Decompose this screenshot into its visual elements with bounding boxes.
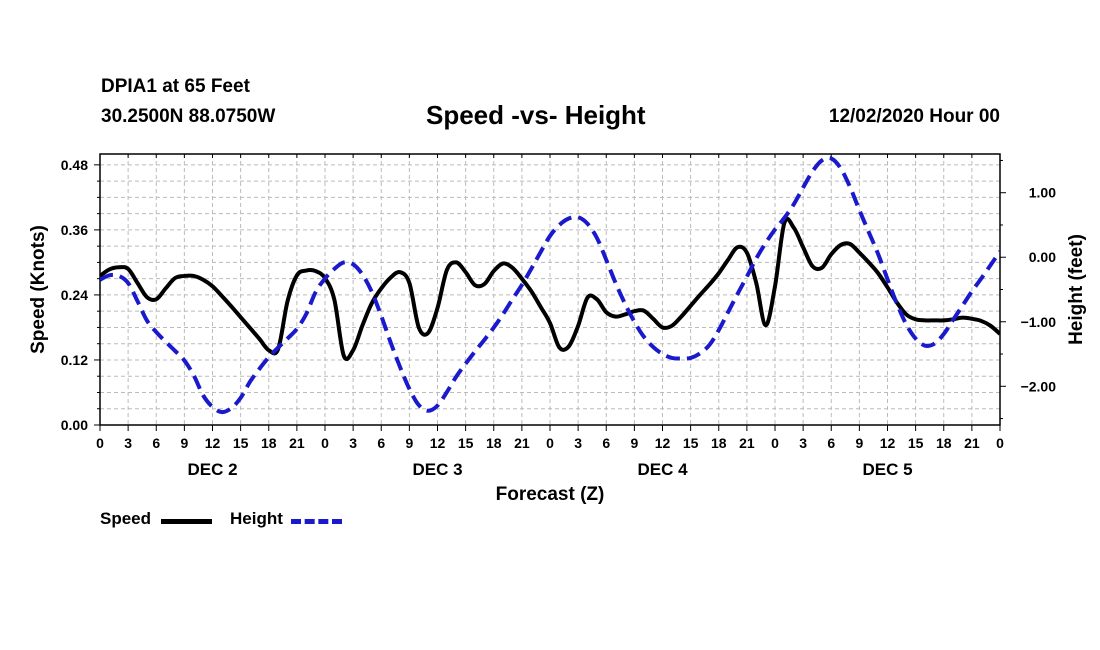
x-tick-label: 0: [321, 435, 329, 451]
y-tick-label: 0.12: [61, 352, 88, 368]
y-tick-label: 0.00: [61, 417, 88, 433]
x-tick-label: 9: [180, 435, 188, 451]
x-tick-label: 9: [630, 435, 638, 451]
x-tick-label: 15: [458, 435, 474, 451]
x-tick-label: 18: [711, 435, 727, 451]
x-tick-label: 0: [546, 435, 554, 451]
x-tick-label: 12: [205, 435, 221, 451]
x-tick-label: 18: [261, 435, 277, 451]
x-day-label: DEC 5: [862, 460, 912, 479]
forecast-datetime: 12/02/2020 Hour 00: [828, 106, 1000, 127]
chart-title: Speed -vs- Height: [426, 100, 646, 130]
legend-speed-swatch: [161, 519, 212, 524]
x-tick-label: 21: [289, 435, 305, 451]
x-tick-label: 15: [683, 435, 699, 451]
legend-height-label: Height: [230, 509, 283, 528]
x-tick-label: 15: [233, 435, 249, 451]
x-tick-label: 3: [349, 435, 357, 451]
x-day-label: DEC 4: [637, 460, 688, 479]
y2-tick-label: 1.00: [1029, 185, 1056, 201]
x-tick-label: 12: [430, 435, 446, 451]
y2-tick-label: 0.00: [1029, 249, 1056, 265]
y2-axis-label: Height (feet): [1066, 234, 1087, 345]
x-axis-label: Forecast (Z): [496, 484, 605, 505]
x-tick-label: 6: [377, 435, 385, 451]
height-series-line: [100, 155, 1000, 415]
legend-speed-label: Speed: [100, 509, 152, 528]
x-tick-label: 6: [827, 435, 835, 451]
x-tick-label: 18: [936, 435, 952, 451]
x-tick-label: 21: [514, 435, 530, 451]
y-tick-label: 0.24: [61, 287, 88, 303]
x-tick-label: 9: [405, 435, 413, 451]
x-tick-label: 3: [124, 435, 132, 451]
x-tick-label: 6: [152, 435, 160, 451]
speed-series-line: [100, 216, 1000, 362]
x-tick-label: 15: [908, 435, 924, 451]
x-day-label: DEC 2: [187, 460, 237, 479]
y-axis-label: Speed (Knots): [28, 225, 49, 354]
y2-tick-label: −1.00: [1021, 314, 1057, 330]
y-tick-label: 0.48: [61, 157, 88, 173]
x-tick-label: 21: [739, 435, 755, 451]
station-name: DPIA1 at 65 Feet: [101, 76, 250, 97]
x-tick-label: 9: [855, 435, 863, 451]
x-tick-label: 6: [602, 435, 610, 451]
x-tick-label: 18: [486, 435, 502, 451]
x-tick-label: 0: [996, 435, 1004, 451]
x-day-label: DEC 3: [412, 460, 462, 479]
y2-tick-label: −2.00: [1021, 378, 1057, 394]
x-tick-label: 21: [964, 435, 980, 451]
x-tick-label: 0: [771, 435, 779, 451]
legend-height-swatch: [291, 519, 342, 524]
x-tick-label: 3: [799, 435, 807, 451]
y-tick-label: 0.36: [61, 222, 88, 238]
station-coordinates: 30.2500N 88.0750W: [101, 106, 276, 127]
x-tick-label: 3: [574, 435, 582, 451]
x-tick-label: 12: [880, 435, 896, 451]
x-tick-label: 12: [655, 435, 671, 451]
x-tick-label: 0: [96, 435, 104, 451]
